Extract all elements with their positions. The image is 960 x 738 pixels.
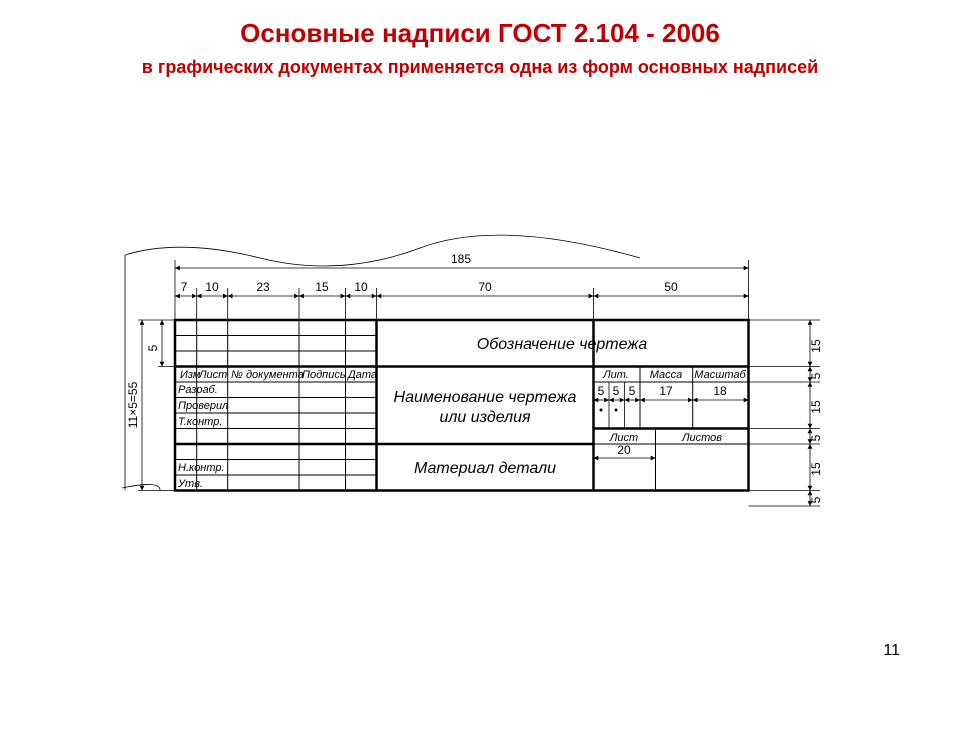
svg-text:Дата: Дата	[346, 369, 377, 381]
svg-text:Подпись: Подпись	[302, 369, 346, 381]
svg-text:Наименование чертежа: Наименование чертежа	[394, 389, 577, 406]
svg-text:15: 15	[809, 339, 823, 353]
svg-text:Лист: Лист	[198, 369, 227, 381]
svg-text:5: 5	[146, 344, 160, 351]
diagram-svg: 185 7 10 23 15 10 70 50 11×5=55 5 15 5 1…	[120, 230, 860, 530]
svg-text:10: 10	[205, 280, 219, 294]
svg-text:5: 5	[598, 384, 605, 398]
svg-text:20: 20	[617, 443, 631, 457]
svg-text:15: 15	[809, 462, 823, 476]
svg-text:5: 5	[629, 384, 636, 398]
svg-text:Лист: Лист	[609, 432, 638, 444]
svg-text:17: 17	[659, 384, 673, 398]
svg-text:5: 5	[809, 434, 823, 441]
svg-text:Лит.: Лит.	[602, 369, 629, 381]
svg-text:7: 7	[181, 280, 188, 294]
svg-text:5: 5	[809, 372, 823, 379]
svg-text:Изм: Изм	[180, 369, 201, 381]
svg-text:50: 50	[664, 280, 678, 294]
page-number: 11	[883, 642, 900, 660]
svg-text:№ документа: № документа	[231, 369, 304, 381]
svg-text:Разраб.: Разраб.	[178, 384, 218, 396]
svg-text:70: 70	[478, 280, 492, 294]
label-oboz: Обозначение чертежа	[477, 336, 648, 353]
svg-text:23: 23	[256, 280, 270, 294]
svg-text:5: 5	[613, 384, 620, 398]
svg-text:Материал детали: Материал детали	[414, 460, 556, 477]
dim-185: 185	[451, 252, 471, 266]
page-subtitle: в графических документах применяется одн…	[0, 55, 960, 79]
svg-text:Утв.: Утв.	[177, 478, 203, 490]
svg-text:Масштаб: Масштаб	[694, 369, 746, 381]
svg-text:Н.контр.: Н.контр.	[178, 462, 225, 474]
svg-text:Листов: Листов	[681, 432, 722, 444]
svg-text:18: 18	[713, 384, 727, 398]
svg-text:Т.контр.: Т.контр.	[178, 416, 222, 428]
svg-text:15: 15	[315, 280, 329, 294]
svg-text:15: 15	[809, 400, 823, 414]
svg-text:Проверил: Проверил	[178, 400, 228, 412]
svg-text:Масса: Масса	[650, 369, 683, 381]
title-block-diagram: 185 7 10 23 15 10 70 50 11×5=55 5 15 5 1…	[120, 230, 860, 530]
dim-11x5: 11×5=55	[126, 381, 140, 428]
page-title: Основные надписи ГОСТ 2.104 - 2006	[0, 18, 960, 49]
svg-text:10: 10	[354, 280, 368, 294]
svg-text:или изделия: или изделия	[439, 409, 531, 426]
svg-text:5: 5	[809, 496, 823, 503]
trim-edge	[125, 235, 640, 266]
